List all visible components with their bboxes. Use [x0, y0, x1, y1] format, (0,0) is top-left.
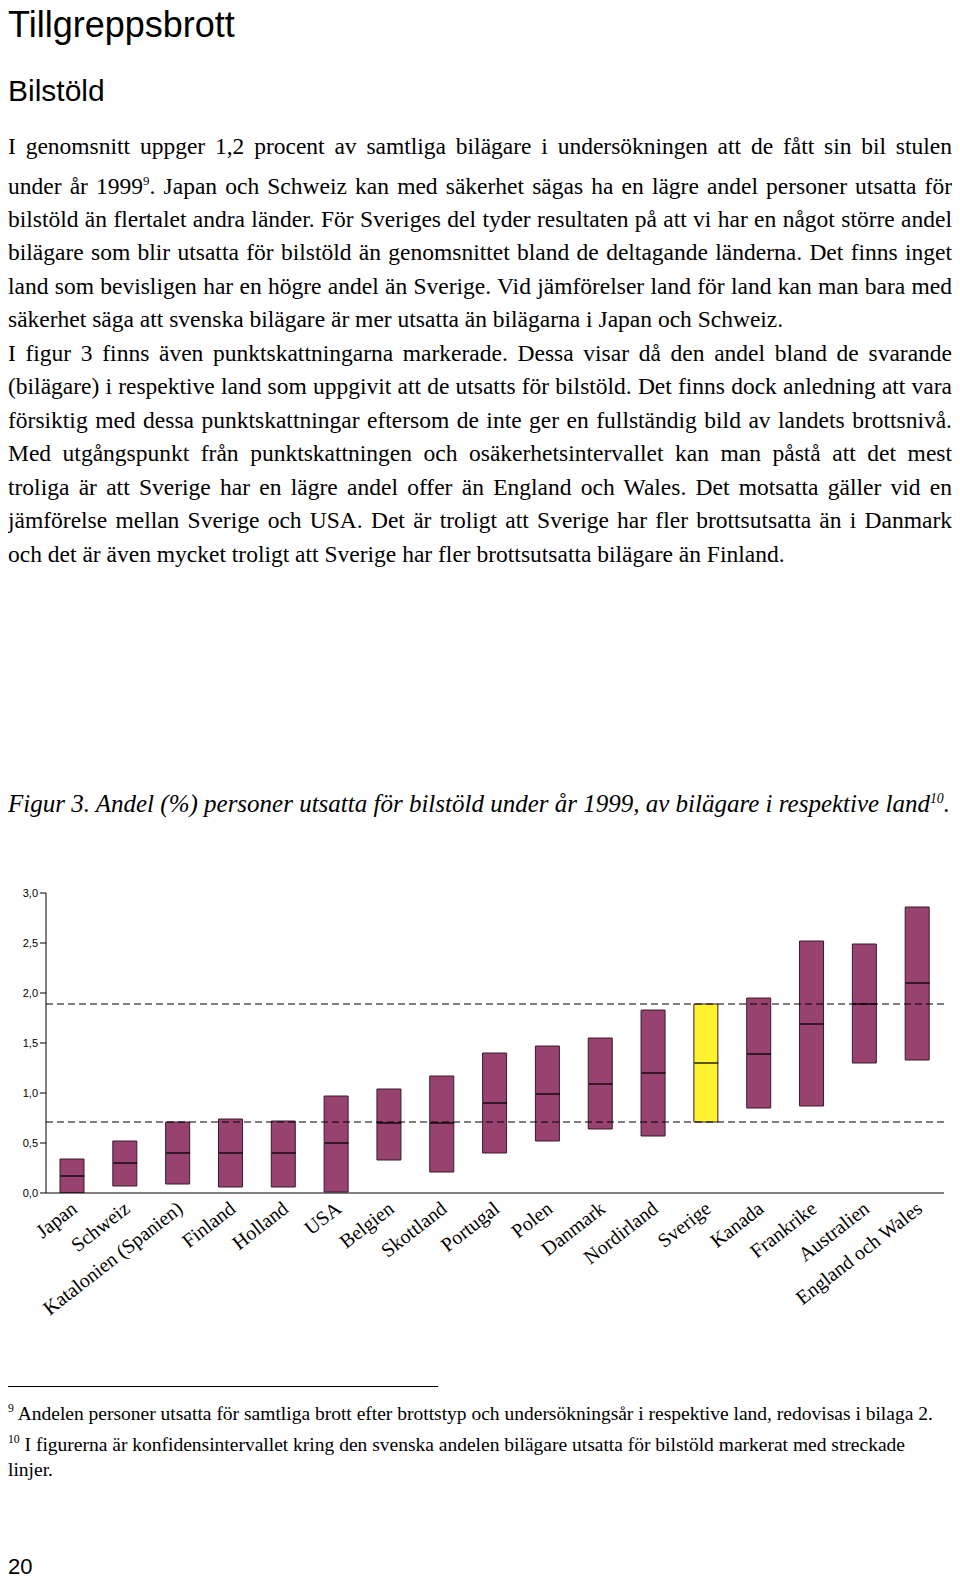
- svg-text:Portugal: Portugal: [437, 1197, 505, 1257]
- svg-text:Belgien: Belgien: [335, 1196, 398, 1253]
- html-text:9. Japan och Schweiz kan med s: 9. Japan och Schweiz kan med säkerhet sä…: [8, 172, 952, 333]
- svg-text:Sverige: Sverige: [653, 1197, 715, 1253]
- svg-text:Finland: Finland: [178, 1197, 240, 1252]
- html-text:10 I figurerna är konfidensint: 10 I figurerna är konfidensintervallet k…: [8, 1432, 905, 1480]
- svg-text:0,0: 0,0: [23, 1187, 38, 1199]
- svg-text:Frankrike: Frankrike: [745, 1196, 821, 1262]
- svg-text:1,5: 1,5: [23, 1037, 38, 1049]
- html-text:I figur 3 finns även punktskat: I figur 3 finns även punktskattningarna …: [8, 339, 952, 567]
- svg-text:Skottland: Skottland: [377, 1197, 451, 1262]
- svg-text:3,0: 3,0: [23, 887, 38, 899]
- svg-text:1,0: 1,0: [23, 1087, 38, 1099]
- svg-text:England och Wales: England och Wales: [792, 1197, 927, 1310]
- svg-text:Australien: Australien: [794, 1196, 874, 1266]
- svg-text:0,5: 0,5: [23, 1137, 38, 1149]
- html-text:9 Andelen personer utsatta för: 9 Andelen personer utsatta för samtliga …: [8, 1402, 933, 1424]
- svg-text:Nordirland: Nordirland: [579, 1197, 662, 1268]
- svg-text:Danmark: Danmark: [536, 1196, 610, 1260]
- svg-text:Japan: Japan: [31, 1196, 81, 1243]
- html-text:20: 20: [8, 1554, 33, 1579]
- html-text:I genomsnitt uppger 1,2 procen: I genomsnitt uppger 1,2 procent av samtl…: [8, 133, 952, 199]
- html-text:Figur 3. Andel (%) personer ut: Figur 3. Andel (%) personer utsatta för …: [8, 790, 950, 818]
- html-text:Bilstöld: Bilstöld: [8, 74, 105, 107]
- svg-text:USA: USA: [299, 1196, 345, 1239]
- svg-text:2,0: 2,0: [23, 987, 38, 999]
- svg-text:2,5: 2,5: [23, 937, 38, 949]
- svg-text:Katalonien (Spanien): Katalonien (Spanien): [39, 1197, 188, 1320]
- svg-text:Kanada: Kanada: [705, 1196, 768, 1252]
- svg-text:Schweiz: Schweiz: [66, 1196, 134, 1256]
- svg-text:Holland: Holland: [228, 1197, 292, 1254]
- html-text:Tillgreppsbrott: Tillgreppsbrott: [8, 4, 235, 45]
- svg-text:Polen: Polen: [506, 1196, 557, 1243]
